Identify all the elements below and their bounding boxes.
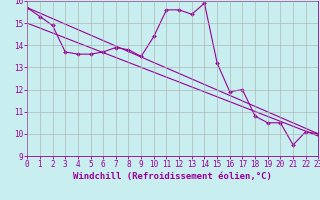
X-axis label: Windchill (Refroidissement éolien,°C): Windchill (Refroidissement éolien,°C) — [73, 172, 272, 181]
